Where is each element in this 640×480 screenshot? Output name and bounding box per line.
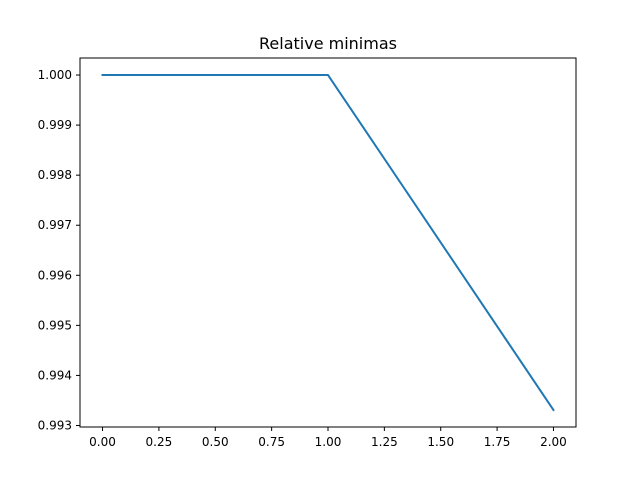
x-axis: 0.00 0.25 0.50 0.75 1.00 1.25 1.50 1.75 2.00 xyxy=(89,427,567,449)
x-tick-label: 0.25 xyxy=(146,435,173,449)
series-line xyxy=(101,74,555,412)
y-tick-label: 0.996 xyxy=(38,268,72,282)
y-tick-label: 0.997 xyxy=(38,218,72,232)
x-tick-label: 2.00 xyxy=(540,435,567,449)
x-tick-label: 0.00 xyxy=(89,435,116,449)
x-tick-label: 1.25 xyxy=(371,435,398,449)
y-tick-label: 0.993 xyxy=(38,418,72,432)
x-tick-label: 0.50 xyxy=(202,435,229,449)
y-tick-label: 0.994 xyxy=(38,368,72,382)
y-tick-label: 0.998 xyxy=(38,168,72,182)
plot-area xyxy=(101,74,555,412)
x-tick-label: 1.50 xyxy=(427,435,454,449)
x-tick-label: 0.75 xyxy=(258,435,285,449)
y-tick-label: 0.995 xyxy=(38,318,72,332)
axes-frame xyxy=(79,57,577,428)
x-tick-label: 1.75 xyxy=(484,435,511,449)
y-tick-label: 1.000 xyxy=(38,68,72,82)
x-tick-label: 1.00 xyxy=(315,435,342,449)
y-axis: 0.993 0.994 0.995 0.996 0.997 0.998 0.999 1.000 xyxy=(38,68,80,432)
y-tick-label: 0.999 xyxy=(38,118,72,132)
chart-title: Relative minimas xyxy=(259,34,397,53)
